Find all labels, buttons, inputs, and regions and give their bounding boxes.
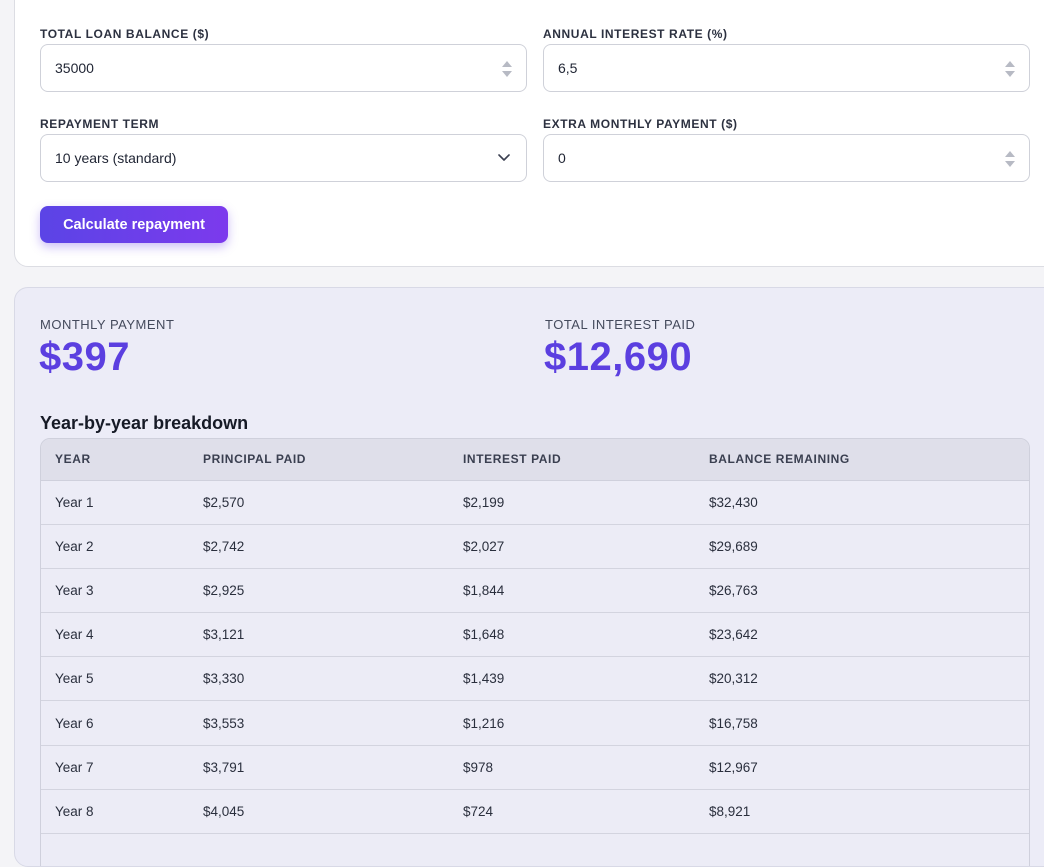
spinner-arrows-icon[interactable] (1005, 59, 1015, 79)
cell-year: Year 7 (41, 745, 189, 790)
loan-balance-value: 35000 (55, 60, 94, 76)
calculate-repayment-button[interactable]: Calculate repayment (40, 206, 228, 243)
loan-form-card: TOTAL LOAN BALANCE ($) 35000 ANNUAL INTE… (14, 0, 1044, 267)
column-header-year: YEAR (41, 439, 189, 481)
cell-principal: $2,925 (189, 568, 449, 614)
extra-payment-input[interactable]: 0 (543, 134, 1030, 182)
chevron-down-icon (498, 154, 510, 161)
cell-principal: $2,570 (189, 480, 449, 525)
interest-rate-input[interactable]: 6,5 (543, 44, 1030, 92)
repayment-term-select[interactable]: 10 years (standard) (40, 134, 527, 182)
breakdown-title: Year-by-year breakdown (40, 413, 249, 433)
loan-balance-field: TOTAL LOAN BALANCE ($) 35000 (40, 27, 527, 92)
cell-interest: $1,648 (449, 612, 695, 658)
cell-interest: $2,199 (449, 480, 695, 525)
interest-rate-field: ANNUAL INTEREST RATE (%) 6,5 (543, 27, 1030, 92)
cell-principal: $3,791 (189, 745, 449, 790)
cell-interest: $1,844 (449, 568, 695, 614)
table-row: Year 3 $2,925 $1,844 $26,763 (41, 568, 1029, 614)
cell-balance: $26,763 (695, 568, 1029, 614)
total-interest-value: $12,690 (544, 335, 693, 379)
cell-year: Year 3 (41, 568, 189, 614)
loan-balance-label: TOTAL LOAN BALANCE ($) (40, 27, 210, 41)
repayment-term-label: REPAYMENT TERM (40, 117, 160, 131)
monthly-payment-value: $397 (39, 335, 130, 379)
results-card: MONTHLY PAYMENT $397 TOTAL INTEREST PAID… (14, 287, 1044, 867)
cell-year: Year 4 (41, 612, 189, 658)
interest-rate-label: ANNUAL INTEREST RATE (%) (543, 27, 728, 41)
table-row: Year 4 $3,121 $1,648 $23,642 (41, 612, 1029, 658)
breakdown-table: YEAR PRINCIPAL PAID INTEREST PAID BALANC… (40, 438, 1030, 866)
cell-interest: $2,027 (449, 524, 695, 569)
table-row: Year 6 $3,553 $1,216 $16,758 (41, 700, 1029, 746)
cell-principal: $3,121 (189, 612, 449, 658)
table-header-row: YEAR PRINCIPAL PAID INTEREST PAID BALANC… (41, 439, 1029, 481)
cell-principal: $3,553 (189, 700, 449, 746)
cell-balance: $12,967 (695, 745, 1029, 790)
cell-interest: $978 (449, 745, 695, 790)
cell-principal: $2,742 (189, 524, 449, 569)
interest-rate-value: 6,5 (558, 60, 578, 76)
loan-balance-input[interactable]: 35000 (40, 44, 527, 92)
column-header-principal: PRINCIPAL PAID (189, 439, 449, 481)
cell-year: Year 2 (41, 524, 189, 569)
cell-year: Year 8 (41, 789, 189, 835)
table-row: Year 8 $4,045 $724 $8,921 (41, 789, 1029, 835)
cell-interest: $724 (449, 789, 695, 835)
column-header-balance: BALANCE REMAINING (695, 439, 1029, 481)
cell-balance: $29,689 (695, 524, 1029, 569)
cell-balance: $20,312 (695, 656, 1029, 702)
repayment-term-value: 10 years (standard) (55, 150, 177, 166)
repayment-term-field: REPAYMENT TERM 10 years (standard) (40, 117, 527, 182)
cell-balance: $16,758 (695, 700, 1029, 746)
table-row: Year 5 $3,330 $1,439 $20,312 (41, 656, 1029, 702)
table-row: Year 7 $3,791 $978 $12,967 (41, 745, 1029, 790)
monthly-payment-label: MONTHLY PAYMENT (40, 317, 175, 332)
cell-year: Year 5 (41, 656, 189, 702)
cell-balance: $23,642 (695, 612, 1029, 658)
table-row: Year 2 $2,742 $2,027 $29,689 (41, 524, 1029, 569)
extra-payment-label: EXTRA MONTHLY PAYMENT ($) (543, 117, 738, 131)
cell-interest: $1,439 (449, 656, 695, 702)
spinner-arrows-icon[interactable] (502, 59, 512, 79)
spinner-arrows-icon[interactable] (1005, 149, 1015, 169)
column-header-interest: INTEREST PAID (449, 439, 695, 481)
cell-year: Year 1 (41, 480, 189, 525)
cell-principal: $3,330 (189, 656, 449, 702)
cell-year: Year 6 (41, 700, 189, 746)
cell-interest: $1,216 (449, 700, 695, 746)
total-interest-label: TOTAL INTEREST PAID (545, 317, 696, 332)
extra-payment-field: EXTRA MONTHLY PAYMENT ($) 0 (543, 117, 1030, 182)
cell-balance: $32,430 (695, 480, 1029, 525)
table-row: Year 1 $2,570 $2,199 $32,430 (41, 480, 1029, 525)
cell-balance: $8,921 (695, 789, 1029, 835)
extra-payment-value: 0 (558, 150, 566, 166)
cell-principal: $4,045 (189, 789, 449, 835)
